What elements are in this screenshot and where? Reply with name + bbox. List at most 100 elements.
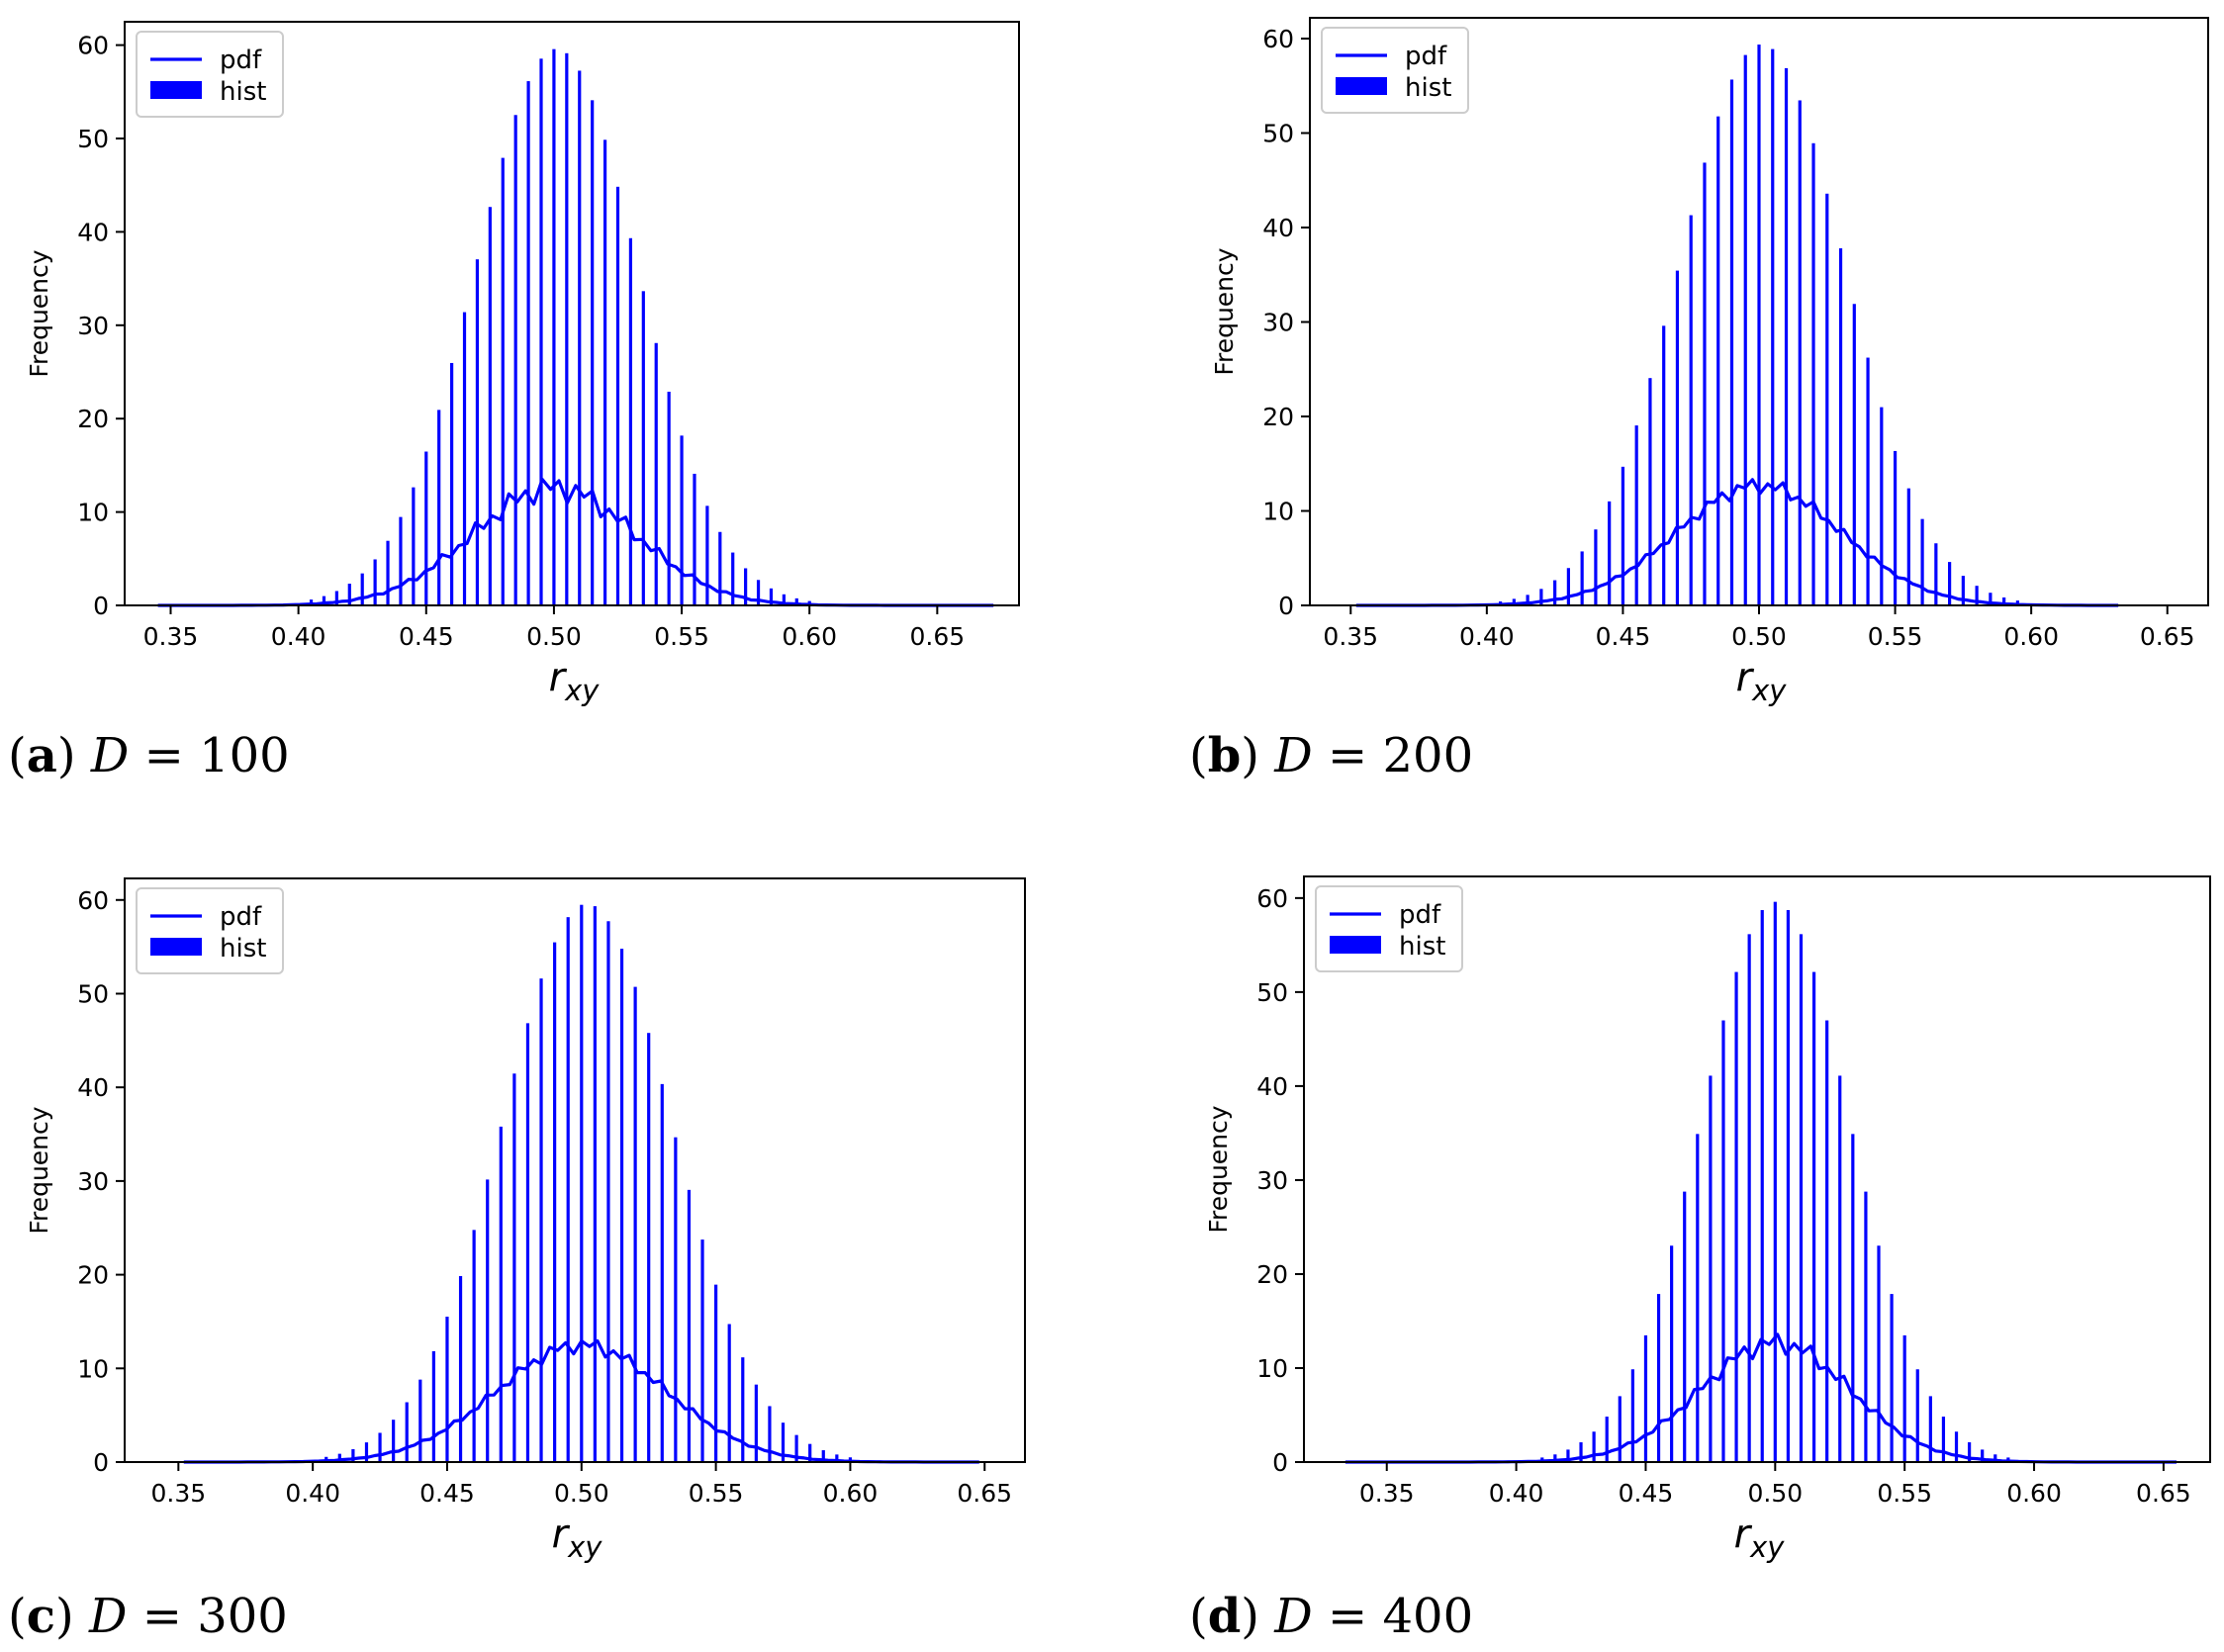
chart-b-bar-23	[1811, 142, 1815, 606]
chart-b-pdf-line	[1355, 478, 2119, 607]
chart-b-bar-26	[1852, 304, 1856, 605]
chart-d-axes-frame	[1303, 875, 2211, 1463]
chart-d-bar-2	[1566, 1449, 1570, 1462]
caption-b-value: 200	[1382, 728, 1474, 783]
chart-b-bar-5	[1566, 568, 1570, 605]
chart-b-bar-7	[1594, 529, 1598, 605]
chart-d-bar-26	[1877, 1245, 1881, 1462]
chart-b-bar-21	[1784, 67, 1789, 605]
chart-a-bar-3	[347, 584, 351, 605]
chart-b-bar-14	[1689, 215, 1693, 605]
chart-d-bar-29	[1915, 1369, 1919, 1462]
chart-a-bar-18	[539, 58, 543, 606]
chart-c-bar-17	[553, 942, 557, 1462]
chart-b-ytick-label-1: 10	[1262, 498, 1294, 526]
chart-d-xtick-label-6: 0.65	[2136, 1479, 2191, 1508]
chart-d-bars	[1540, 901, 2010, 1462]
chart-c-bar-3	[364, 1442, 369, 1462]
chart-a-bar-13	[475, 259, 480, 605]
chart-b-bar-37	[2002, 597, 2006, 605]
chart-b-xlabel: rxy	[1736, 655, 1788, 707]
chart-b-bar-17	[1729, 79, 1734, 605]
chart-c-ylabel: Frequency	[25, 1106, 53, 1234]
chart-a-bar-34	[744, 568, 748, 605]
chart-b-ytick-label-2: 20	[1262, 403, 1294, 431]
chart-b-bar-32	[1934, 543, 1938, 605]
chart-a-bar-12	[462, 312, 467, 605]
chart-a-bar-17	[526, 81, 530, 606]
caption-c: (c) D = 300	[8, 1589, 288, 1644]
chart-a-xlabel-base: r	[549, 655, 568, 700]
caption-d-eq: =	[1328, 1589, 1368, 1644]
chart-a-bar-2	[334, 591, 338, 605]
chart-a-bar-9	[424, 451, 428, 605]
chart-d-bar-11	[1683, 1191, 1687, 1462]
chart-a-bars	[309, 48, 811, 606]
caption-a-var: D	[90, 728, 130, 783]
chart-d-ytick-label-4: 40	[1256, 1072, 1288, 1101]
chart-a-bar-35	[756, 580, 761, 605]
chart-d-ytick-label-1: 10	[1256, 1354, 1288, 1383]
chart-a-bar-4	[360, 573, 364, 605]
chart-c-xlabel-base: r	[552, 1512, 571, 1557]
chart-d-bar-24	[1851, 1134, 1855, 1462]
chart-c-xtick-label-5: 0.60	[823, 1479, 879, 1508]
chart-d-bar-16	[1747, 934, 1751, 1462]
chart-c-bar-7	[418, 1379, 422, 1462]
chart-c-bar-27	[687, 1189, 692, 1462]
chart-a-bar-24	[615, 186, 620, 605]
chart-d: 0.35 0.40 0.45 0.50 0.55 0.60 0.65 0 10 20 30 40 50 6…	[1204, 875, 2211, 1564]
chart-b-ytick-label-4: 40	[1262, 214, 1294, 242]
caption-a-value: 100	[199, 728, 290, 783]
chart-d-bar-1	[1553, 1454, 1557, 1462]
chart-a-bar-21	[578, 70, 582, 605]
chart-d-ytick-label-0: 0	[1272, 1448, 1288, 1477]
caption-c-eq: =	[141, 1589, 182, 1644]
chart-c-ytick-label-4: 40	[77, 1073, 109, 1102]
chart-b-bar-36	[1989, 593, 1992, 605]
chart-b-ytick-label-5: 50	[1262, 120, 1294, 148]
chart-d-bar-3	[1579, 1442, 1583, 1462]
chart-a-bar-27	[654, 342, 658, 605]
chart-c-bar-14	[512, 1073, 516, 1462]
chart-d-bar-35	[1993, 1454, 1997, 1462]
chart-a-bar-7	[399, 516, 403, 605]
chart-a-ytick-label-1: 10	[77, 499, 109, 527]
chart-c-legend-hist-label: hist	[220, 934, 266, 964]
chart-a-ylabel: Frequency	[25, 249, 53, 377]
chart-c-axes-frame	[124, 877, 1026, 1463]
chart-a-bar-11	[450, 362, 454, 605]
chart-b-bar-24	[1825, 193, 1829, 605]
chart-b-bar-18	[1743, 54, 1747, 606]
caption-d: (d) D = 400	[1189, 1589, 1474, 1644]
chart-a-axes-frame	[124, 21, 1020, 606]
chart-a-ytick-label-5: 50	[77, 125, 109, 153]
chart-a-bar-37	[782, 594, 786, 605]
chart-b-bar-1	[1512, 598, 1516, 605]
chart-a-bar-8	[412, 487, 416, 605]
chart-a-xtick-label-6: 0.65	[910, 622, 966, 651]
chart-d-xtick-label-5: 0.60	[2006, 1479, 2062, 1508]
chart-b-xtick-label-2: 0.45	[1596, 622, 1651, 651]
chart-d-bar-4	[1592, 1431, 1596, 1462]
chart-b-bars	[1499, 45, 2019, 606]
chart-d-bar-12	[1696, 1134, 1700, 1462]
chart-a-bar-16	[513, 115, 517, 606]
caption-b-var: D	[1274, 728, 1313, 783]
chart-b-xtick-label-4: 0.55	[1868, 622, 1923, 651]
chart-b-bar-34	[1961, 576, 1965, 605]
chart-d-xtick-label-3: 0.50	[1747, 1479, 1803, 1508]
chart-c-bar-8	[431, 1350, 435, 1462]
chart-c-bar-6	[405, 1402, 409, 1462]
chart-c-ytick-label-5: 50	[77, 979, 109, 1008]
chart-a-bar-32	[718, 531, 722, 605]
chart-a-bar-1	[322, 596, 326, 605]
chart-d-bar-30	[1928, 1396, 1932, 1462]
chart-a-xlabel: rxy	[549, 655, 601, 707]
chart-d-bar-27	[1890, 1294, 1894, 1462]
chart-c-bar-11	[472, 1230, 476, 1462]
chart-b-ytick-label-0: 0	[1278, 592, 1294, 620]
chart-a-bar-33	[731, 552, 735, 605]
chart-d-bar-22	[1825, 1020, 1829, 1462]
